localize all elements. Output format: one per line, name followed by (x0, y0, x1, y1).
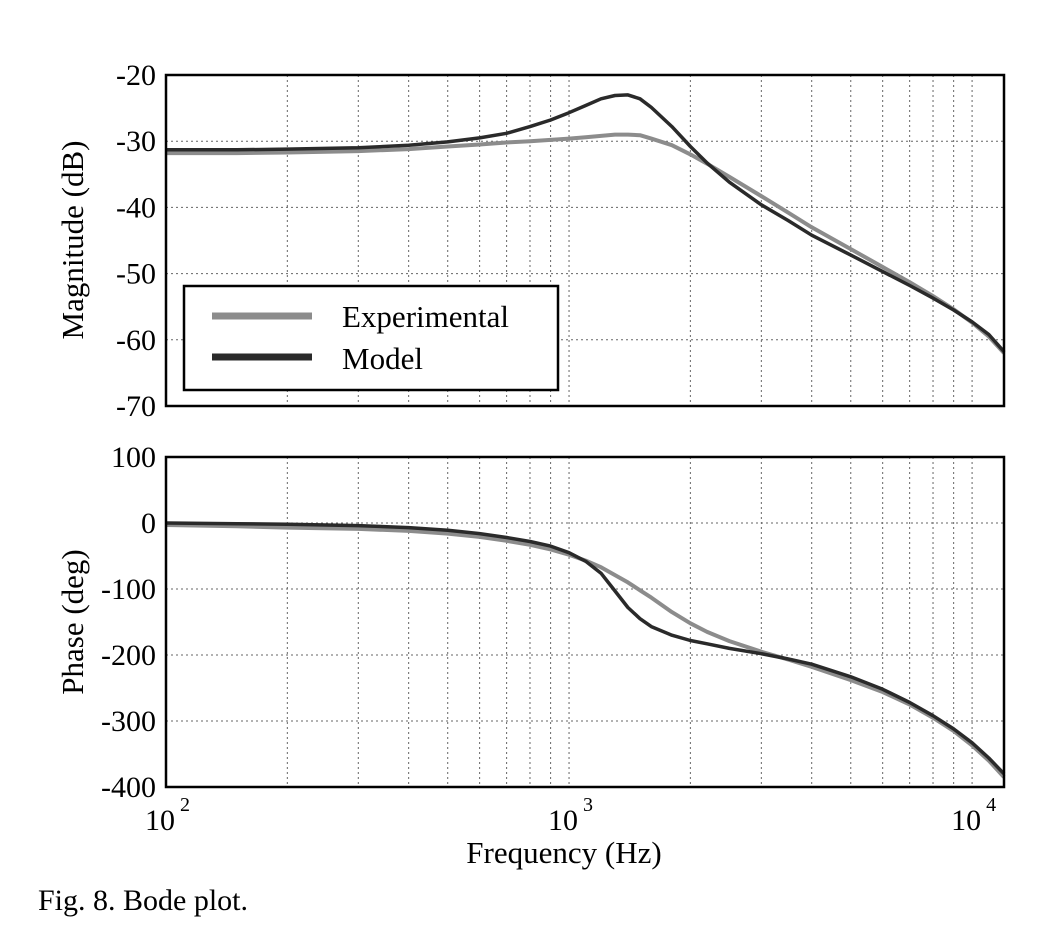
x-tick-label: 10 (548, 804, 578, 837)
x-tick-exponent: 4 (986, 794, 996, 816)
phase-tick-label: -200 (101, 639, 156, 672)
magnitude-panel: -20 -30 -40 -50 -60 -70 Magnitude (dB) Experi… (55, 59, 1006, 423)
legend-box (182, 284, 560, 392)
phase-plot-frame (164, 455, 1006, 789)
magnitude-lines (166, 93, 1006, 355)
phase-panel: 100 0 -100 -200 -300 -400 Phase (deg) (55, 441, 1006, 804)
phase-tick-label: -400 (101, 771, 156, 804)
magnitude-tick-label: -60 (116, 324, 156, 357)
phase-series-model (165, 521, 1006, 776)
phase-series-experimental (165, 523, 1006, 779)
legend: Experimental Model (182, 284, 560, 392)
x-tick-labels: 10 2 10 3 10 4 (145, 794, 996, 837)
magnitude-tick-labels: -20 -30 -40 -50 -60 -70 (116, 59, 156, 423)
x-tick-exponent: 3 (583, 794, 593, 816)
x-tick-exponent: 2 (180, 794, 190, 816)
x-tick-label: 10 (145, 804, 175, 837)
x-tick-label: 10 (951, 804, 981, 837)
phase-tick-label: -300 (101, 705, 156, 738)
magnitude-axis-label: Magnitude (dB) (55, 141, 90, 340)
phase-tick-labels: 100 0 -100 -200 -300 -400 (101, 441, 156, 804)
x-axis-label: Frequency (Hz) (466, 835, 661, 870)
phase-tick-label: 100 (111, 441, 156, 474)
magnitude-tick-label: -30 (116, 125, 156, 158)
magnitude-plot-frame (164, 73, 1006, 408)
magnitude-tick-label: -20 (116, 59, 156, 92)
phase-lines (165, 521, 1006, 779)
magnitude-grid (166, 75, 1004, 406)
magnitude-tick-label: -50 (116, 258, 156, 291)
figure-caption: Fig. 8. Bode plot. (38, 884, 249, 917)
magnitude-tick-label: -40 (116, 191, 156, 224)
phase-grid (166, 457, 1004, 787)
phase-tick-label: 0 (141, 507, 156, 540)
magnitude-series-experimental (166, 132, 1006, 355)
legend-label-model: Model (342, 341, 423, 376)
magnitude-tick-label: -70 (116, 390, 156, 423)
phase-tick-label: -100 (101, 573, 156, 606)
legend-label-experimental: Experimental (342, 299, 509, 334)
phase-axis-label: Phase (deg) (55, 549, 90, 694)
magnitude-series-model (166, 93, 1006, 353)
